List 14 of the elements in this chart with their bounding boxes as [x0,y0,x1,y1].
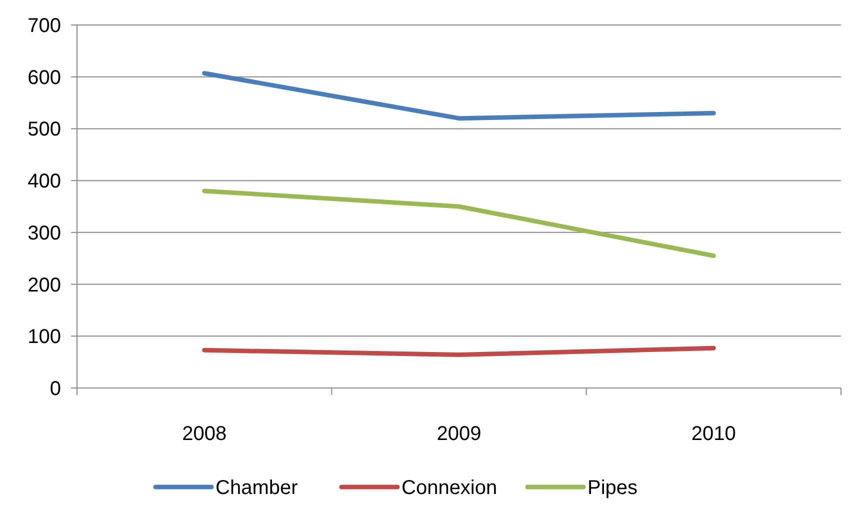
legend-label: Pipes [588,477,638,499]
x-tick-label: 2008 [182,423,227,445]
y-tick-label: 100 [28,326,61,348]
y-tick-label: 500 [28,118,61,141]
y-tick-label: 700 [28,15,61,37]
y-tick-label: 0 [50,378,61,400]
y-tick-label: 200 [28,274,61,296]
y-tick-label: 300 [28,222,61,244]
x-tick-label: 2010 [691,423,736,445]
x-tick-label: 2009 [436,423,482,445]
y-tick-label: 400 [28,170,61,193]
y-tick-label: 600 [28,66,61,89]
legend-label: Connexion [402,477,498,499]
legend-label: Chamber [216,477,298,499]
